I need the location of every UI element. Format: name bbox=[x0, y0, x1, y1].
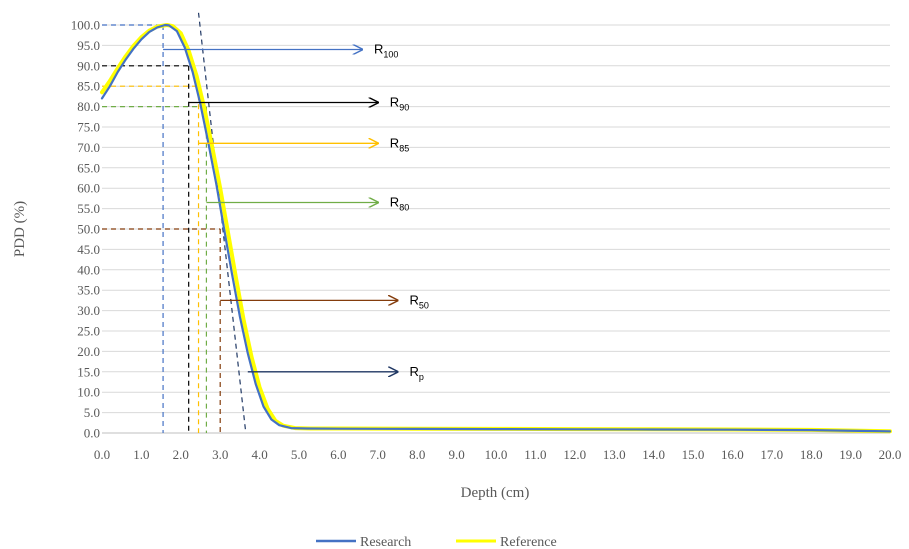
label-r85: R85 bbox=[390, 135, 409, 153]
label-r100: R100 bbox=[374, 41, 398, 59]
x-tick-label: 12.0 bbox=[563, 447, 586, 462]
y-tick-label: 25.0 bbox=[77, 324, 100, 339]
y-tick-label: 30.0 bbox=[77, 303, 100, 318]
label-r50: R50 bbox=[410, 292, 429, 310]
label-r80: R80 bbox=[390, 194, 409, 212]
x-tick-label: 14.0 bbox=[642, 447, 665, 462]
y-tick-label: 90.0 bbox=[77, 58, 100, 73]
label-main: R bbox=[374, 41, 383, 56]
x-tick-label: 11.0 bbox=[524, 447, 546, 462]
label-rp: Rp bbox=[410, 364, 424, 382]
series-line-research bbox=[100, 23, 892, 433]
label-subscript: 80 bbox=[399, 202, 409, 212]
label-subscript: p bbox=[419, 372, 424, 382]
x-tick-label: 4.0 bbox=[251, 447, 267, 462]
x-axis-title: Depth (cm) bbox=[461, 485, 530, 501]
y-tick-label: 70.0 bbox=[77, 140, 100, 155]
reference-dashed-lines bbox=[102, 12, 247, 434]
x-tick-label: 6.0 bbox=[330, 447, 346, 462]
y-axis-ticks: 0.0 5.0 10.0 15.0 20.0 25.0 30.0 35.0 40.0 45.0 50… bbox=[71, 18, 100, 441]
series-lines bbox=[100, 23, 892, 434]
y-tick-label: 5.0 bbox=[84, 405, 100, 420]
y-tick-label: 55.0 bbox=[77, 201, 100, 216]
y-tick-label: 20.0 bbox=[77, 344, 100, 359]
legend: Research Reference bbox=[316, 535, 557, 549]
x-tick-label: 18.0 bbox=[800, 447, 823, 462]
y-tick-label: 65.0 bbox=[77, 160, 100, 175]
label-r90: R90 bbox=[390, 95, 409, 113]
x-tick-label: 2.0 bbox=[173, 447, 189, 462]
x-tick-label: 15.0 bbox=[682, 447, 705, 462]
x-tick-label: 3.0 bbox=[212, 447, 228, 462]
y-tick-label: 95.0 bbox=[77, 38, 100, 53]
label-subscript: 100 bbox=[383, 49, 398, 59]
x-tick-label: 13.0 bbox=[603, 447, 626, 462]
x-tick-label: 7.0 bbox=[370, 447, 386, 462]
y-tick-label: 10.0 bbox=[77, 385, 100, 400]
x-tick-label: 19.0 bbox=[839, 447, 862, 462]
y-tick-label: 40.0 bbox=[77, 262, 100, 277]
x-tick-label: 17.0 bbox=[760, 447, 783, 462]
y-tick-label: 100.0 bbox=[71, 18, 100, 33]
x-tick-label: 5.0 bbox=[291, 447, 307, 462]
y-tick-label: 60.0 bbox=[77, 181, 100, 196]
y-tick-label: 50.0 bbox=[77, 222, 100, 237]
label-main: R bbox=[410, 292, 419, 307]
legend-label-reference: Reference bbox=[500, 535, 557, 549]
y-axis-title: PDD (%) bbox=[12, 201, 28, 257]
y-tick-label: 15.0 bbox=[77, 364, 100, 379]
y-tick-label: 45.0 bbox=[77, 242, 100, 257]
label-subscript: 50 bbox=[419, 300, 429, 310]
x-tick-label: 9.0 bbox=[448, 447, 464, 462]
legend-label-research: Research bbox=[360, 535, 411, 549]
label-main: R bbox=[390, 194, 399, 209]
gridlines bbox=[102, 24, 890, 434]
y-tick-label: 85.0 bbox=[77, 79, 100, 94]
x-axis-ticks: 0.0 1.0 2.0 3.0 4.0 5.0 6.0 7.0 8.0 9.0 10.0 11.0 12… bbox=[94, 447, 902, 462]
y-tick-label: 80.0 bbox=[77, 99, 100, 114]
y-tick-label: 75.0 bbox=[77, 120, 100, 135]
y-tick-label: 35.0 bbox=[77, 283, 100, 298]
label-subscript: 90 bbox=[399, 103, 409, 113]
label-main: R bbox=[390, 95, 399, 110]
x-tick-label: 0.0 bbox=[94, 447, 110, 462]
x-tick-label: 20.0 bbox=[879, 447, 902, 462]
x-tick-label: 8.0 bbox=[409, 447, 425, 462]
x-tick-label: 16.0 bbox=[721, 447, 744, 462]
x-tick-label: 1.0 bbox=[133, 447, 149, 462]
label-main: R bbox=[390, 135, 399, 150]
label-subscript: 85 bbox=[399, 143, 409, 153]
label-main: R bbox=[410, 364, 419, 379]
x-tick-label: 10.0 bbox=[485, 447, 508, 462]
y-tick-label: 0.0 bbox=[84, 426, 100, 441]
